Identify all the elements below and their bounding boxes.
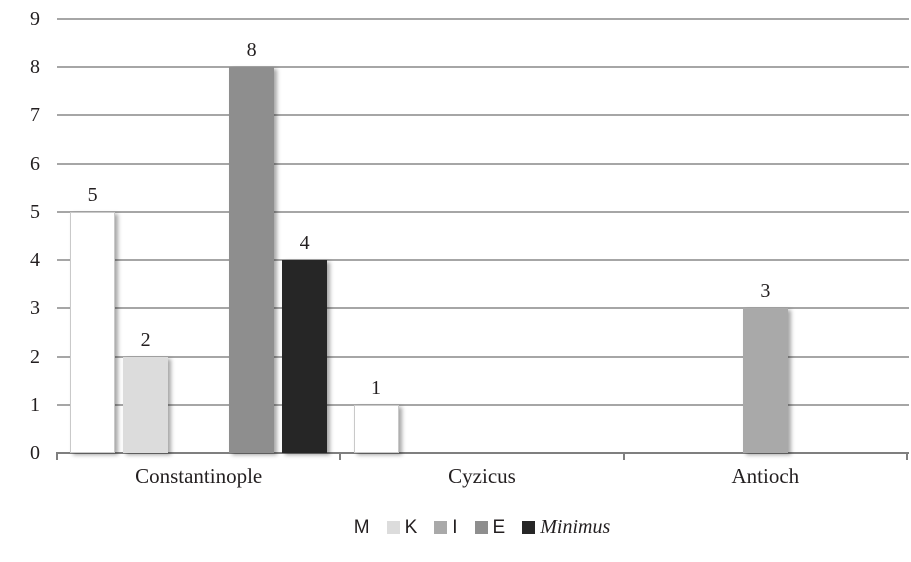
legend-swatch-e [474, 521, 488, 534]
legend-swatch-m [335, 521, 349, 534]
legend-label: E [492, 516, 506, 538]
legend-swatch-i [434, 521, 448, 534]
category-tick [906, 453, 908, 460]
y-axis-label: 6 [30, 152, 40, 175]
legend-swatch-minimus [522, 521, 536, 534]
category-tick [339, 453, 342, 460]
bar-m-cyzicus [353, 404, 399, 453]
gridline [57, 210, 909, 213]
bar-m-constantinople [70, 211, 116, 453]
bar-value-label: 4 [299, 232, 310, 255]
gridline [57, 114, 909, 117]
legend-label: Minimus [540, 516, 611, 538]
y-axis-label: 0 [30, 442, 40, 464]
gridline [57, 259, 909, 262]
category-tick [56, 453, 58, 460]
category-label: Constantinople [135, 464, 263, 488]
legend-item-minimus: Minimus [522, 516, 610, 539]
category-label: Cyzicus [448, 464, 516, 488]
legend-item-e: E [474, 516, 506, 539]
y-axis-label: 4 [30, 249, 40, 272]
legend-item-k: K [386, 516, 418, 539]
legend-swatch-k [386, 521, 400, 534]
bar-minimus-constantinople [282, 260, 328, 453]
bar-value-label: 5 [87, 183, 98, 206]
gridline [57, 355, 909, 358]
bar-value-label: 1 [371, 376, 381, 399]
legend: M K I E Minimus [0, 516, 911, 539]
gridline [57, 18, 909, 20]
y-axis-label: 1 [30, 393, 40, 416]
category-tick [622, 453, 625, 460]
bar-e-constantinople [229, 67, 275, 453]
legend-item-m: M [335, 516, 370, 539]
bar-value-label: 3 [760, 280, 771, 303]
x-axis [56, 452, 909, 454]
y-axis-label: 9 [30, 8, 40, 30]
y-axis-label: 8 [30, 56, 40, 79]
legend-label: I [452, 516, 458, 538]
y-axis-label: 5 [30, 200, 40, 223]
legend-label: K [404, 516, 418, 538]
gridline [57, 162, 909, 165]
y-axis-label: 2 [30, 345, 40, 368]
bar-k-constantinople [123, 356, 169, 453]
gridline [57, 403, 909, 406]
category-label: Antioch [731, 464, 800, 488]
gridline [57, 307, 909, 310]
gridline [57, 66, 909, 69]
bar-value-label: 8 [246, 39, 257, 62]
bar-value-label: 2 [140, 328, 151, 351]
bar-i-antioch [742, 308, 788, 453]
y-axis-label: 3 [30, 297, 40, 320]
y-axis-label: 7 [30, 104, 40, 127]
legend-item-i: I [434, 516, 458, 539]
legend-label: M [353, 516, 370, 538]
